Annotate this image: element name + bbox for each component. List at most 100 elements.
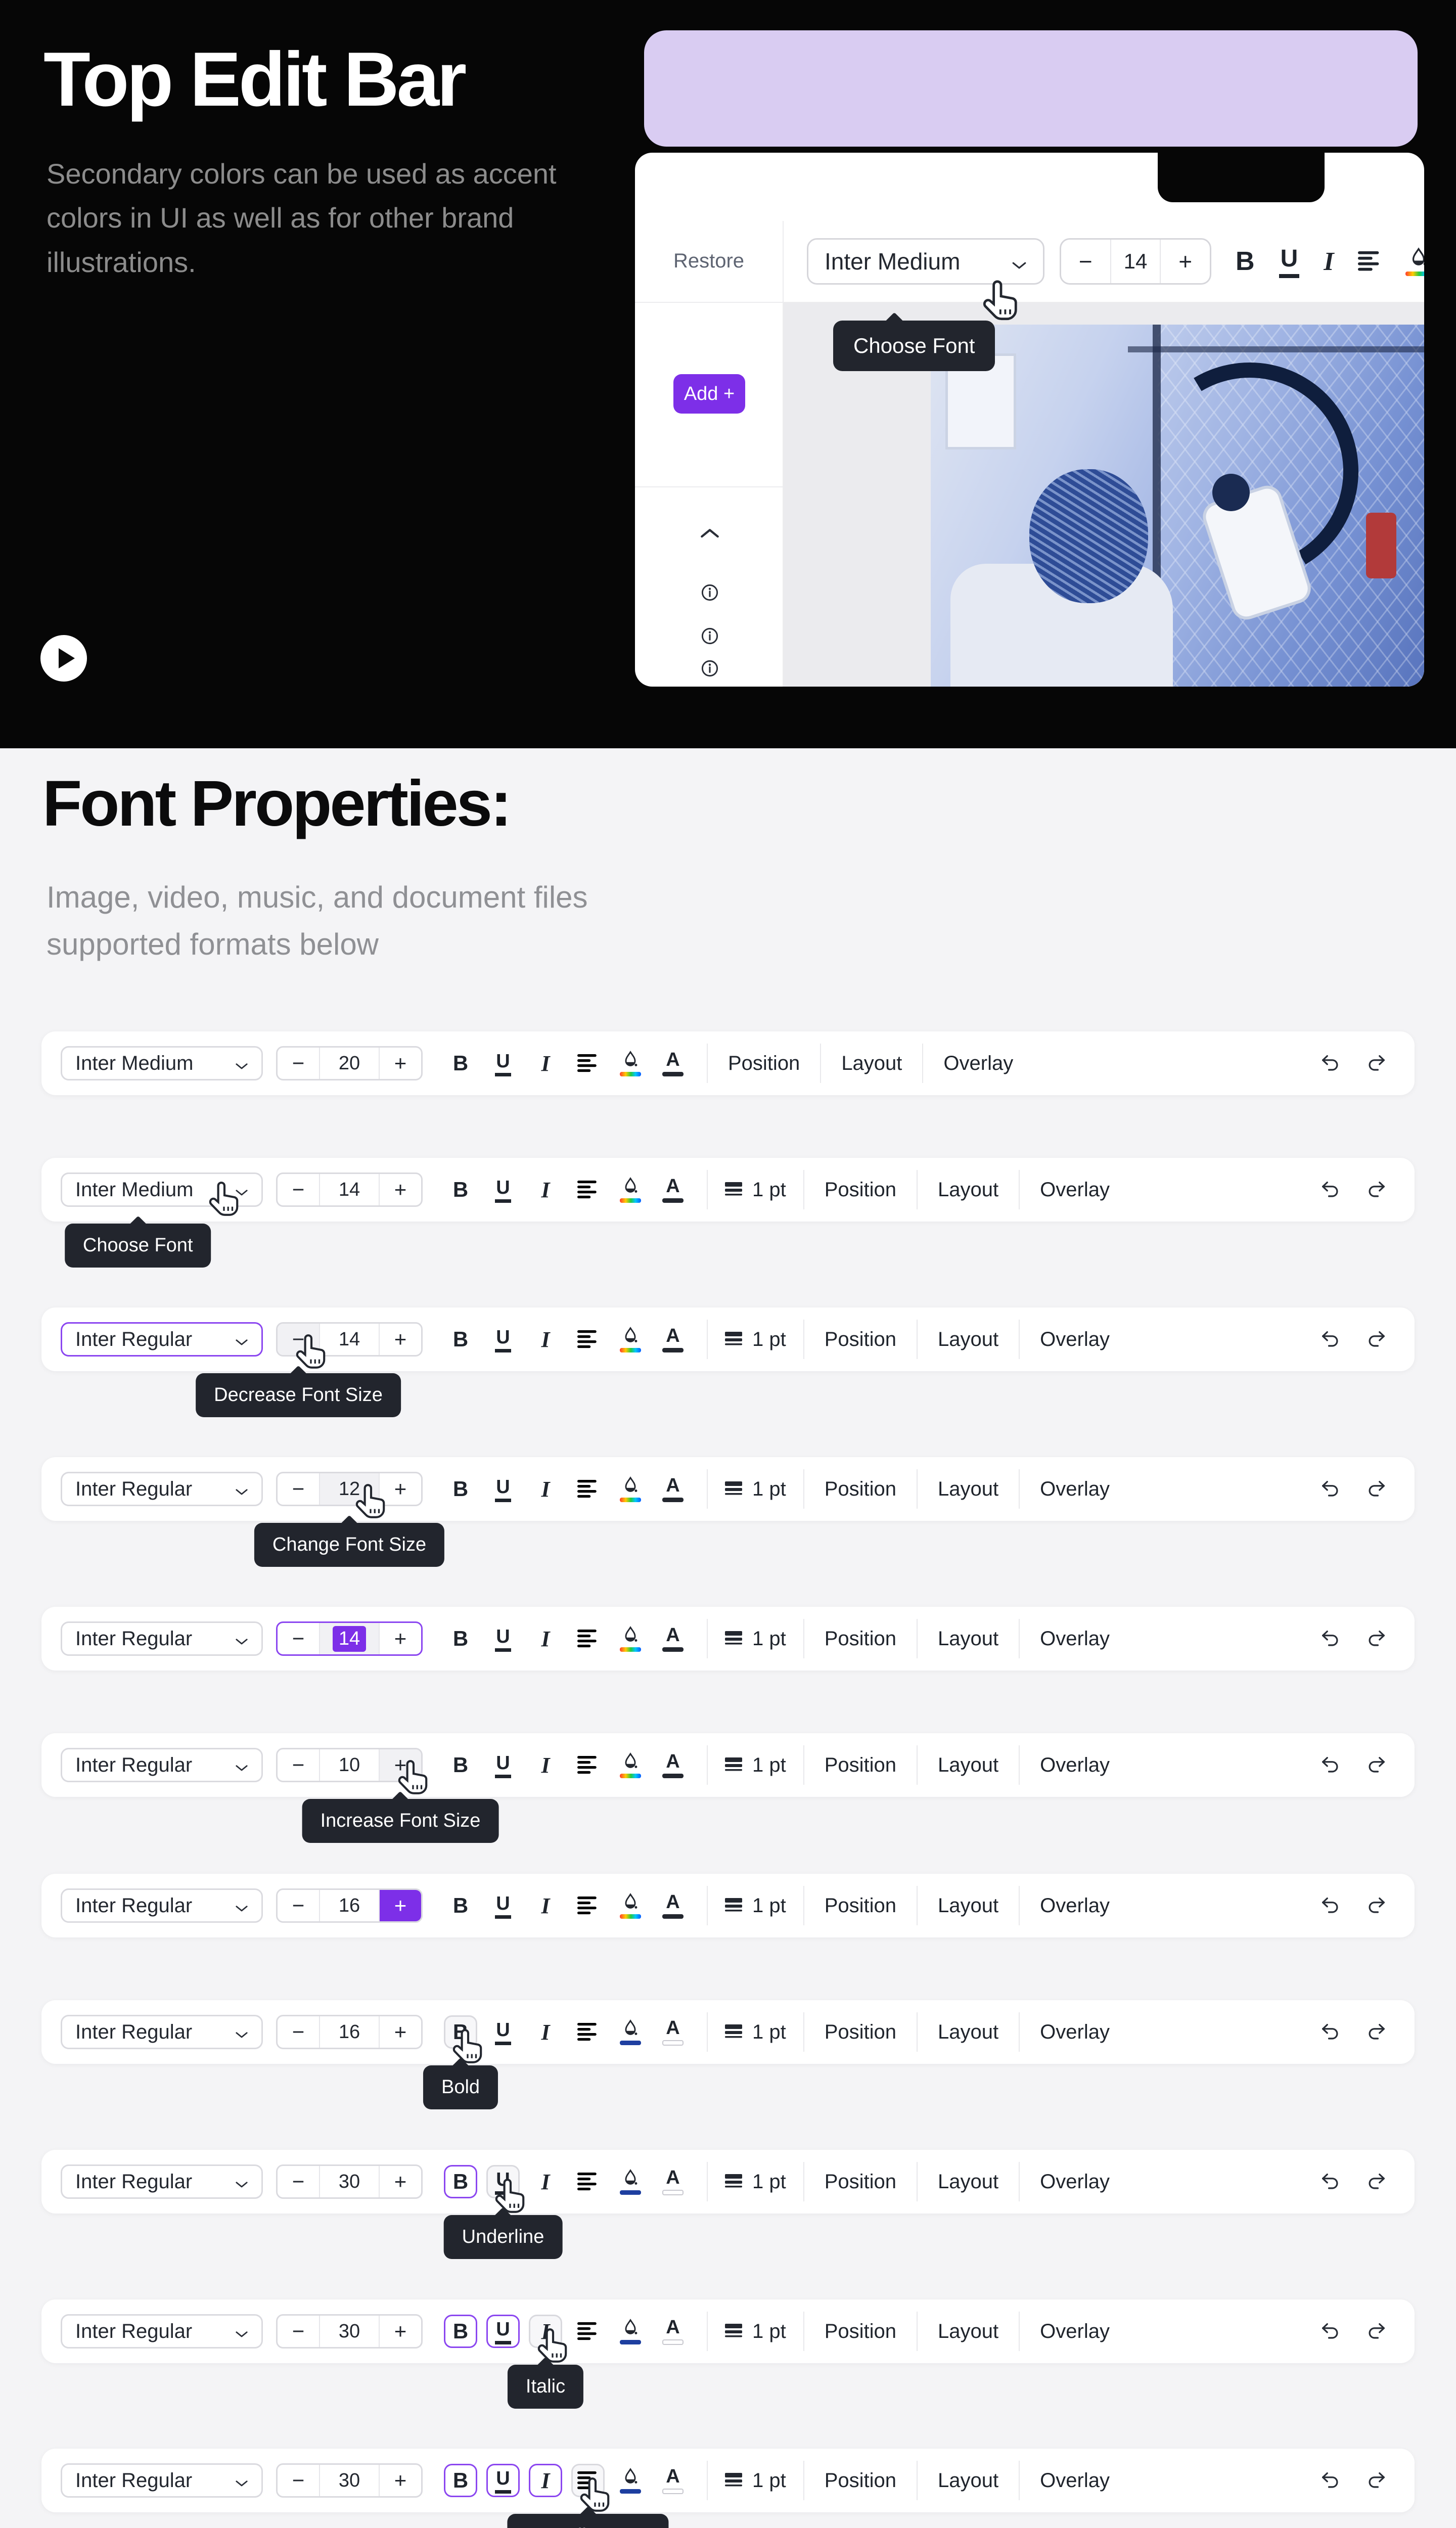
bold-button[interactable]: B bbox=[1236, 247, 1255, 276]
increase-font-size-button[interactable]: + bbox=[394, 1327, 407, 1351]
increase-font-size-button[interactable]: + Increase Font Size bbox=[302, 1749, 499, 1843]
menu-item-layout[interactable]: Layout bbox=[938, 1477, 999, 1500]
font-size-value[interactable]: 12 Change Font Size bbox=[254, 1473, 445, 1567]
font-size-value[interactable]: 10 bbox=[319, 1749, 380, 1781]
menu-item-overlay[interactable]: Overlay bbox=[1040, 1627, 1110, 1650]
stroke-width-control[interactable]: 1 pt bbox=[725, 1628, 786, 1650]
bold-button[interactable]: B bbox=[452, 1753, 469, 1777]
redo-button[interactable] bbox=[1365, 2320, 1388, 2343]
add-button[interactable]: Add + bbox=[673, 374, 745, 414]
text-alignment-button[interactable] bbox=[571, 2165, 605, 2198]
stroke-width-control[interactable]: 1 pt bbox=[725, 2171, 786, 2193]
underline-button[interactable]: U bbox=[486, 2015, 520, 2049]
menu-item-overlay[interactable]: Overlay bbox=[1040, 1477, 1110, 1500]
fill-color-button[interactable] bbox=[614, 1472, 647, 1506]
redo-button[interactable] bbox=[1365, 2469, 1388, 2492]
fill-color-button[interactable] bbox=[614, 1173, 647, 1206]
menu-item-position[interactable]: Position bbox=[824, 2170, 897, 2193]
menu-item-position[interactable]: Position bbox=[824, 1477, 897, 1500]
increase-font-size-button[interactable]: + bbox=[394, 1477, 407, 1501]
font-size-value[interactable]: 30 bbox=[319, 2166, 380, 2197]
menu-item-overlay[interactable]: Overlay bbox=[1040, 1328, 1110, 1350]
redo-button[interactable] bbox=[1365, 1328, 1388, 1351]
menu-item-position[interactable]: Position bbox=[824, 1178, 897, 1201]
italic-button[interactable]: I Italic bbox=[507, 2315, 584, 2409]
bold-button[interactable]: B Bold bbox=[423, 2015, 498, 2109]
text-alignment-button[interactable] bbox=[571, 1889, 605, 1922]
redo-button[interactable] bbox=[1365, 1052, 1388, 1075]
stroke-width-control[interactable]: 1 pt bbox=[725, 1894, 786, 1917]
redo-button[interactable] bbox=[1365, 1627, 1388, 1650]
increase-font-size-button[interactable]: + bbox=[394, 2020, 407, 2044]
redo-button[interactable] bbox=[1365, 2170, 1388, 2193]
fill-color-button[interactable] bbox=[614, 1748, 647, 1782]
text-color-button[interactable]: A bbox=[656, 2015, 690, 2049]
menu-item-layout[interactable]: Layout bbox=[938, 2469, 999, 2492]
italic-button[interactable]: I bbox=[1324, 247, 1334, 276]
menu-item-overlay[interactable]: Overlay bbox=[1040, 2469, 1110, 2492]
font-size-value[interactable]: 30 bbox=[319, 2316, 380, 2347]
font-family-dropdown[interactable]: Inter Regular bbox=[61, 2015, 263, 2049]
redo-button[interactable] bbox=[1365, 1753, 1388, 1777]
stroke-width-control[interactable]: 1 pt bbox=[725, 1754, 786, 1777]
info-icon[interactable] bbox=[701, 659, 719, 678]
decrease-font-size-button[interactable]: − bbox=[292, 1178, 305, 1201]
bold-button[interactable]: B bbox=[452, 1051, 469, 1075]
undo-button[interactable] bbox=[1318, 2469, 1342, 2492]
redo-button[interactable] bbox=[1365, 1178, 1388, 1201]
stroke-width-control[interactable]: 1 pt bbox=[725, 1179, 786, 1201]
italic-button[interactable]: I bbox=[541, 2019, 550, 2045]
stroke-width-control[interactable]: 1 pt bbox=[725, 2469, 786, 2492]
bold-button[interactable]: B bbox=[452, 1327, 469, 1351]
increase-font-size-button[interactable]: + bbox=[394, 2468, 407, 2492]
underline-button[interactable]: U Underline bbox=[443, 2165, 563, 2259]
font-size-value[interactable]: 14 bbox=[319, 1324, 380, 1355]
menu-item-overlay[interactable]: Overlay bbox=[1040, 2320, 1110, 2342]
menu-item-overlay[interactable]: Overlay bbox=[1040, 1894, 1110, 1917]
redo-button[interactable] bbox=[1365, 1894, 1388, 1917]
decrease-font-size-button[interactable]: − bbox=[292, 2020, 305, 2044]
bold-button[interactable]: B bbox=[452, 1178, 469, 1201]
undo-button[interactable] bbox=[1318, 2320, 1342, 2343]
undo-button[interactable] bbox=[1318, 1178, 1342, 1201]
font-size-value[interactable]: 14 bbox=[1110, 240, 1161, 283]
menu-item-overlay[interactable]: Overlay bbox=[1040, 1178, 1110, 1201]
fill-color-button[interactable] bbox=[614, 2315, 647, 2348]
decrease-font-size-button[interactable]: − bbox=[292, 1753, 305, 1777]
underline-button[interactable]: U bbox=[486, 1173, 520, 1206]
chevron-up-icon[interactable] bbox=[700, 528, 720, 542]
underline-button[interactable]: U bbox=[486, 1047, 520, 1080]
bold-button[interactable]: B bbox=[444, 2464, 477, 2497]
redo-button[interactable] bbox=[1365, 1477, 1388, 1501]
menu-item-position[interactable]: Position bbox=[824, 1894, 897, 1917]
menu-item-overlay[interactable]: Overlay bbox=[1040, 2170, 1110, 2193]
underline-button[interactable]: U bbox=[486, 2315, 520, 2348]
font-family-dropdown[interactable]: Inter Regular bbox=[61, 1322, 263, 1357]
underline-button[interactable]: U bbox=[486, 1889, 520, 1922]
menu-item-overlay[interactable]: Overlay bbox=[1040, 1753, 1110, 1776]
italic-button[interactable]: I bbox=[541, 1893, 550, 1918]
fill-color-button[interactable] bbox=[614, 1323, 647, 1356]
increase-font-size-button[interactable]: + bbox=[394, 1178, 407, 1201]
fill-color-button[interactable] bbox=[614, 1047, 647, 1080]
undo-button[interactable] bbox=[1318, 2170, 1342, 2193]
font-family-dropdown[interactable]: Inter Medium bbox=[61, 1046, 263, 1080]
text-alignment-button[interactable] bbox=[571, 1472, 605, 1506]
menu-item-layout[interactable]: Layout bbox=[841, 1052, 902, 1074]
fill-color-button[interactable] bbox=[1405, 247, 1424, 276]
undo-button[interactable] bbox=[1318, 2020, 1342, 2044]
stroke-width-control[interactable]: 1 pt bbox=[725, 2021, 786, 2044]
menu-item-layout[interactable]: Layout bbox=[938, 1894, 999, 1917]
menu-item-position[interactable]: Position bbox=[824, 2469, 897, 2492]
menu-item-position[interactable]: Position bbox=[824, 2020, 897, 2043]
menu-item-layout[interactable]: Layout bbox=[938, 2170, 999, 2193]
menu-item-position[interactable]: Position bbox=[824, 1753, 897, 1776]
menu-item-layout[interactable]: Layout bbox=[938, 2320, 999, 2342]
menu-item-overlay[interactable]: Overlay bbox=[1040, 2020, 1110, 2043]
italic-button[interactable]: I bbox=[541, 2169, 550, 2194]
text-alignment-button[interactable] bbox=[571, 1173, 605, 1206]
underline-button[interactable]: U bbox=[486, 1748, 520, 1782]
bold-button[interactable]: B bbox=[444, 2165, 477, 2198]
font-family-dropdown[interactable]: Inter Regular bbox=[61, 2463, 263, 2498]
text-color-button[interactable]: A bbox=[656, 1748, 690, 1782]
